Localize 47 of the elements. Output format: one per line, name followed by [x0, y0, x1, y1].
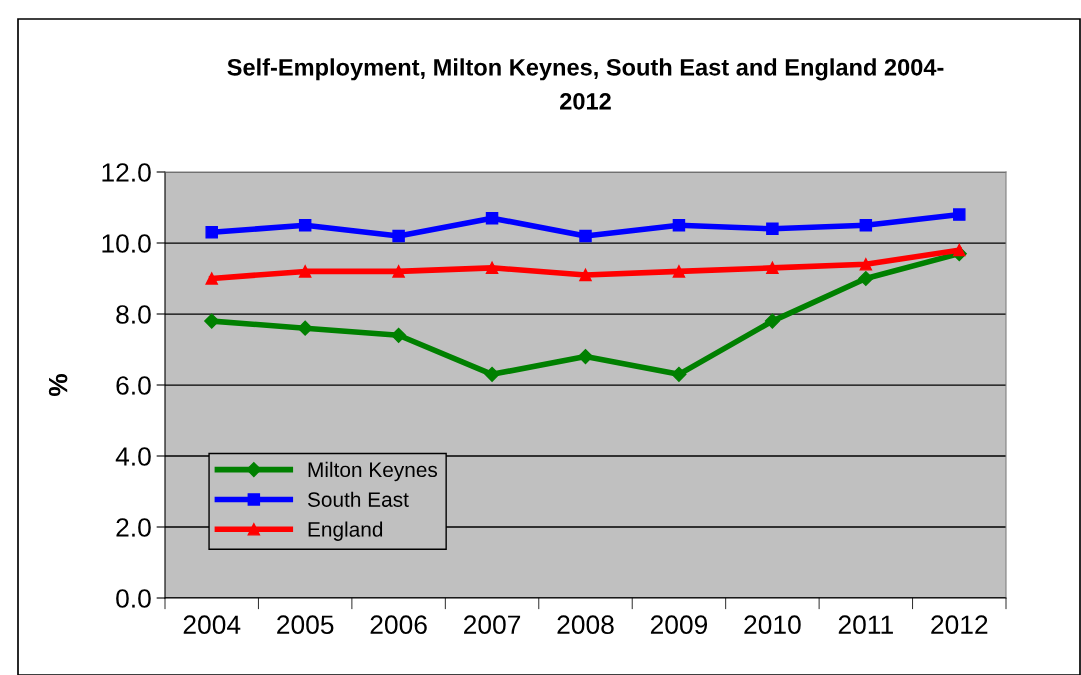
- y-tick-label: 4.0: [115, 447, 151, 466]
- point: [205, 226, 218, 239]
- legend-label: South East: [307, 491, 409, 507]
- y-tick-label: 6.0: [116, 376, 151, 395]
- x-tick-label: 2009: [650, 615, 708, 635]
- point: [671, 366, 687, 382]
- point: [858, 270, 874, 287]
- y-tick-label: 8.0: [116, 305, 151, 324]
- legend-label: Milton Keynes: [308, 461, 438, 482]
- point: [953, 243, 966, 257]
- x-tick-label: 2004: [183, 615, 241, 635]
- point: [392, 265, 405, 278]
- point: [484, 366, 500, 382]
- legend-label: England: [308, 521, 383, 541]
- point: [766, 261, 779, 275]
- x-tick-label: 2006: [370, 615, 427, 635]
- y-tick-label: 12.0: [102, 163, 151, 182]
- point: [859, 218, 873, 232]
- point: [205, 272, 218, 285]
- y-tick-label: 0.0: [116, 589, 151, 608]
- x-tick-label: 2012: [931, 615, 988, 635]
- point: [672, 218, 686, 232]
- x-tick-label: 2010: [744, 615, 801, 635]
- point: [577, 349, 594, 365]
- point: [204, 313, 220, 329]
- x-tick-label: 2005: [277, 615, 334, 635]
- point: [391, 327, 407, 343]
- point: [485, 261, 499, 275]
- x-tick-label: 2011: [838, 615, 893, 635]
- point: [859, 258, 873, 271]
- point: [485, 211, 499, 225]
- point: [579, 268, 592, 282]
- y-tick-label: 2.0: [116, 518, 151, 537]
- x-tick-label: 2008: [557, 615, 614, 635]
- point: [298, 265, 312, 278]
- y-axis-title: %: [48, 373, 68, 397]
- chart-title: Self-Employment, Milton Keynes, South East and England 2004- 2012: [227, 58, 944, 110]
- point: [392, 229, 405, 243]
- point: [297, 320, 313, 336]
- x-tick-label: 2007: [464, 615, 521, 635]
- point: [672, 265, 686, 278]
- point: [579, 229, 592, 243]
- point: [764, 313, 780, 329]
- point: [298, 218, 312, 232]
- point: [953, 208, 966, 221]
- y-tick-label: 10.0: [102, 234, 151, 253]
- point: [766, 222, 779, 236]
